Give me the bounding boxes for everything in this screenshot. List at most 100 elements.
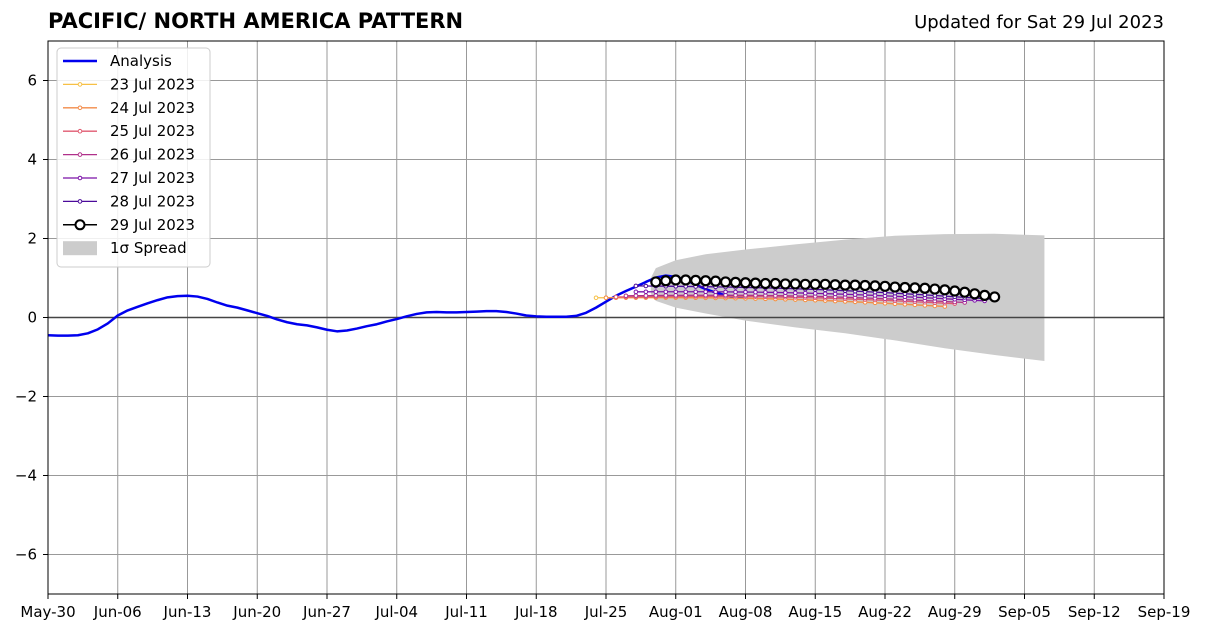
forecast-point [693,289,698,295]
x-tick-label: Jul-04 [374,603,418,621]
x-tick-label: Jun-13 [163,603,212,621]
legend-label: 28 Jul 2023 [110,192,195,210]
y-tick-label: −6 [15,546,37,564]
forecast-point [899,281,911,294]
forecast-point [653,289,659,295]
x-tick-label: Aug-01 [649,603,703,621]
legend-marker [77,82,83,87]
legend-marker [77,105,83,111]
forecast-point [663,293,669,298]
forecast-point [909,282,921,294]
forecast-point [979,289,991,301]
forecast-point [789,278,801,290]
legend-marker [77,152,83,157]
forecast-point [733,289,738,295]
forecast-point [680,274,692,286]
forecast-point [889,281,901,293]
legend-marker [77,128,83,134]
x-tick-label: Sep-12 [1068,603,1121,621]
x-tick-label: Aug-08 [719,603,773,621]
forecast-point [849,279,861,291]
analysis-line [47,274,746,337]
forecast-point [713,289,718,295]
forecast-point [700,275,712,287]
forecast-point [959,286,971,298]
forecast-point [633,283,639,289]
forecast-point [839,279,851,291]
forecast-point [593,295,599,301]
forecast-point [842,291,848,297]
legend-label: 25 Jul 2023 [110,122,195,140]
forecast-point [939,284,951,296]
forecast-point [623,293,629,299]
x-tick-label: Aug-15 [788,603,842,621]
forecast-point [859,279,871,292]
forecast-point [759,277,772,290]
legend-swatch [63,241,97,256]
forecast-point [643,289,649,295]
x-tick-label: Jul-11 [444,603,488,621]
forecast-point [783,290,788,295]
chart-title: PACIFIC/ NORTH AMERICA PATTERN [48,9,464,33]
forecast-point [710,275,722,287]
x-tick-label: Jul-25 [584,603,628,621]
forecast-point [603,295,609,301]
forecast-point [769,277,781,290]
forecast-point [673,289,679,295]
x-tick-label: Jun-20 [232,603,281,621]
forecast-point [670,274,682,286]
x-tick-label: May-30 [20,603,75,621]
legend-label: 29 Jul 2023 [110,216,195,234]
y-tick-label: 0 [27,309,37,327]
forecast-point [809,278,821,290]
x-tick-label: Jun-06 [93,603,142,621]
forecast-point [743,289,748,295]
forecast-point [929,283,941,295]
forecast-point [799,278,811,290]
forecast-point [773,290,778,295]
forecast-point [643,283,649,289]
forecast-point [832,291,838,297]
forecast-point [919,282,931,294]
forecast-point [819,278,831,290]
forecast-point [690,274,702,286]
forecast-point [633,293,639,298]
forecast-point [613,294,619,300]
legend-label: 23 Jul 2023 [110,75,195,93]
y-tick-label: 6 [27,72,37,90]
forecast-point [753,289,758,295]
forecast-point [793,290,798,296]
y-tick-label: −2 [15,388,37,406]
forecast-point [643,293,649,298]
forecast-point [869,280,881,292]
legend-box [56,47,211,268]
forecast-point [673,293,679,298]
forecast-point [829,279,841,291]
forecast-point [633,289,639,295]
forecast-point [719,276,732,288]
legend-label: 27 Jul 2023 [110,169,195,187]
forecast-point [739,277,752,289]
y-tick-label: −4 [15,467,37,485]
legend-marker [77,199,83,204]
legend-marker [77,175,83,181]
legend-marker [74,219,86,231]
x-tick-label: Aug-22 [858,603,912,621]
legend-label: 26 Jul 2023 [110,146,195,164]
x-tick-label: Jul-18 [514,603,558,621]
forecast-point [822,291,828,296]
x-tick-label: Aug-29 [928,603,982,621]
forecast-point [969,288,981,300]
legend-label: 24 Jul 2023 [110,99,195,117]
forecast-point [703,289,708,295]
forecast-point [729,276,742,288]
forecast-point [763,289,768,295]
forecast-point [683,289,689,295]
forecast-point [802,290,808,296]
forecast-point [653,293,659,298]
x-tick-label: Sep-19 [1138,603,1191,621]
legend-label: Analysis [110,52,172,70]
forecast-point [663,289,669,295]
forecast-point [660,275,672,287]
